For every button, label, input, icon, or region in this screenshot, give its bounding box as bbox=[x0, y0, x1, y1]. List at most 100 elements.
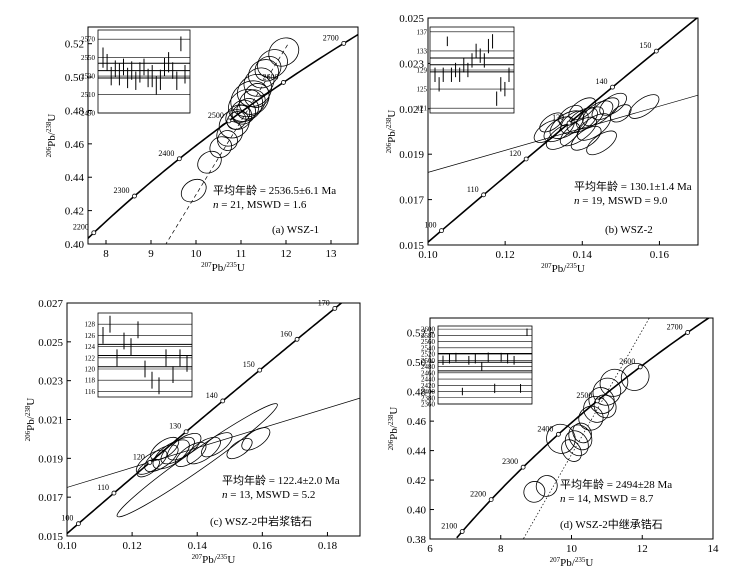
y-axis-label: 206Pb/238U bbox=[24, 398, 37, 442]
data-ellipse bbox=[231, 104, 251, 123]
concordia-curve bbox=[88, 33, 358, 240]
panel-b: 0.10 0.12 0.14 0.16 0.015 0.017 0.019 0.021 0.02… bbox=[385, 13, 699, 275]
age-marker bbox=[220, 398, 226, 404]
inset-tick-label: 2490 bbox=[81, 110, 96, 118]
x-tick-label: 0.18 bbox=[318, 540, 338, 552]
inset-tick-label: 2570 bbox=[81, 36, 96, 44]
data-ellipse bbox=[578, 405, 604, 431]
y-tick-label: 0.025 bbox=[399, 13, 424, 25]
data-ellipse bbox=[238, 89, 266, 115]
n-mswd-text: n = 13, MSWD = 5.2 bbox=[222, 489, 315, 501]
mean-age-text: 平均年龄 = 2494±28 Ma bbox=[560, 477, 672, 491]
data-ellipse bbox=[610, 104, 632, 123]
inset-tick-label: 125 bbox=[417, 86, 428, 94]
age-marker bbox=[226, 118, 232, 124]
inset-tick-label: 2500 bbox=[421, 357, 436, 365]
age-marker bbox=[637, 364, 643, 370]
inset-tick-label: 2420 bbox=[421, 382, 436, 390]
age-marker bbox=[176, 156, 182, 162]
plot-frame bbox=[87, 26, 359, 245]
data-ellipse bbox=[201, 432, 233, 458]
inset-tick-label: 2460 bbox=[421, 369, 436, 377]
y-tick-label: 0.42 bbox=[407, 475, 426, 487]
data-ellipse bbox=[620, 362, 650, 391]
y-tick-label: 0.015 bbox=[38, 531, 63, 543]
age-marker bbox=[523, 156, 529, 162]
y-tick-label: 0.021 bbox=[399, 104, 424, 116]
age-marker bbox=[481, 192, 487, 198]
inset-tick-label: 2510 bbox=[81, 91, 96, 99]
x-tick-label: 0.14 bbox=[573, 249, 593, 261]
age-label: 100 bbox=[61, 514, 73, 523]
y-tick-label: 0.40 bbox=[65, 239, 85, 251]
x-tick-label: 12 bbox=[281, 248, 292, 260]
discordia-line bbox=[67, 397, 360, 488]
x-axis-label: 207Pb/235U bbox=[201, 261, 245, 274]
age-marker bbox=[566, 120, 572, 126]
inset-tick-label: 2440 bbox=[421, 376, 436, 384]
age-label: 150 bbox=[639, 41, 651, 50]
inset-tick-label: 2530 bbox=[81, 73, 96, 81]
data-ellipse bbox=[586, 130, 617, 156]
plot-frame bbox=[427, 17, 699, 246]
x-tick-label: 14 bbox=[708, 543, 720, 555]
age-marker bbox=[341, 40, 347, 46]
panel-d: 6 8 10 12 14 0.38 0.40 0.42 0.44 0.46 0.48 0.50 0.52… bbox=[387, 317, 720, 569]
y-tick-label: 0.48 bbox=[407, 387, 427, 399]
age-marker bbox=[294, 336, 300, 342]
y-tick-label: 0.46 bbox=[407, 416, 427, 428]
age-label: 2700 bbox=[667, 322, 683, 331]
x-tick-label: 10 bbox=[191, 248, 203, 260]
inset-tick-label: 2560 bbox=[421, 338, 436, 346]
y-tick-label: 0.023 bbox=[38, 376, 63, 388]
n-mswd-text: n = 19, MSWD = 9.0 bbox=[574, 195, 668, 207]
inset-tick-label: 137 bbox=[417, 28, 428, 36]
age-label: 2200 bbox=[470, 490, 486, 499]
data-ellipse bbox=[558, 105, 584, 127]
panel-label: (a) WSZ-1 bbox=[272, 224, 319, 236]
panel-label: (c) WSZ-2中岩浆锆石 bbox=[210, 514, 312, 528]
weighted-mean-inset: 121 125 129 133 137 bbox=[417, 26, 515, 114]
x-tick-label: 11 bbox=[236, 248, 247, 260]
inset-tick-label: 2520 bbox=[421, 351, 436, 359]
x-tick-label: 0.14 bbox=[188, 540, 208, 552]
data-ellipse bbox=[593, 394, 617, 419]
age-label: 2300 bbox=[502, 457, 518, 466]
data-ellipse bbox=[570, 126, 602, 151]
inset-tick-label: 2550 bbox=[81, 54, 96, 62]
y-tick-label: 0.48 bbox=[65, 105, 85, 117]
age-marker bbox=[555, 431, 561, 437]
x-tick-label: 0.12 bbox=[122, 540, 141, 552]
panel-label: (d) WSZ-2中继承锆石 bbox=[560, 518, 663, 531]
y-tick-label: 0.027 bbox=[38, 298, 63, 310]
y-tick-label: 0.44 bbox=[65, 172, 85, 184]
age-marker bbox=[91, 230, 97, 236]
data-ellipse bbox=[257, 49, 288, 79]
data-ellipse bbox=[545, 122, 581, 150]
data-ellipse bbox=[254, 56, 282, 82]
age-label: 2600 bbox=[262, 72, 278, 81]
y-tick-label: 0.42 bbox=[65, 206, 84, 218]
x-tick-label: 13 bbox=[326, 248, 338, 260]
inset-tick-label: 120 bbox=[85, 366, 96, 374]
x-tick-label: 12 bbox=[637, 543, 648, 555]
age-label: 130 bbox=[552, 113, 564, 122]
x-tick-label: 0.10 bbox=[418, 249, 438, 261]
age-label: 2400 bbox=[537, 424, 553, 433]
x-axis-label: 207Pb/235U bbox=[541, 262, 585, 275]
age-marker bbox=[257, 367, 263, 373]
mean-age-text: 平均年龄 = 2536.5±6.1 Ma bbox=[213, 183, 336, 197]
age-label: 2700 bbox=[323, 33, 339, 42]
inset-tick-label: 129 bbox=[417, 67, 428, 75]
y-tick-label: 0.015 bbox=[399, 240, 424, 252]
age-label: 160 bbox=[280, 329, 292, 338]
data-ellipse bbox=[599, 368, 629, 397]
inset-tick-label: 2600 bbox=[421, 326, 436, 334]
age-marker bbox=[488, 497, 494, 503]
data-ellipse bbox=[568, 97, 597, 121]
age-label: 2500 bbox=[208, 111, 224, 120]
age-label: 2200 bbox=[73, 223, 89, 232]
age-marker bbox=[147, 460, 153, 465]
x-tick-label: 0.10 bbox=[57, 540, 77, 552]
